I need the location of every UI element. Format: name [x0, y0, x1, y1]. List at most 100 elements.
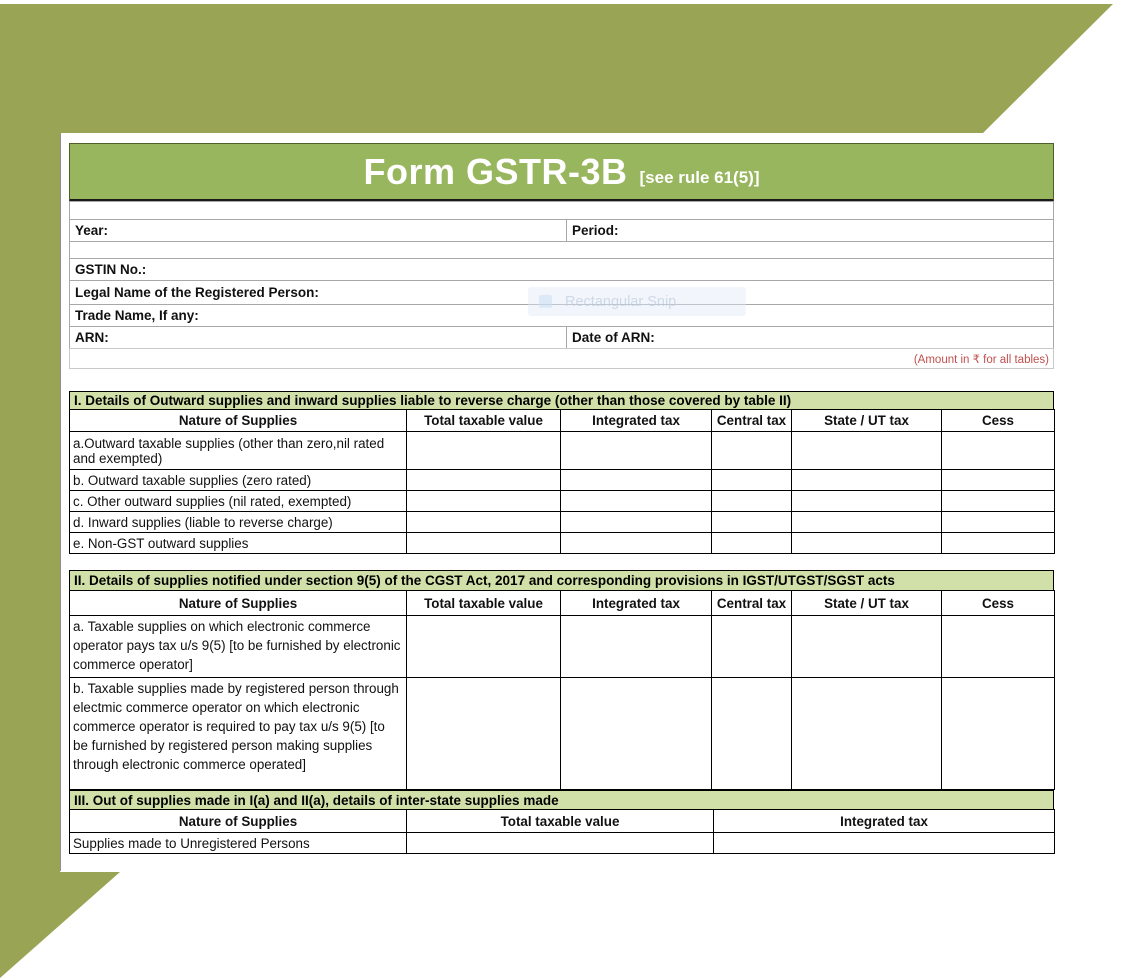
form-rule-reference: [see rule 61(5)]: [639, 167, 760, 187]
amount-note-row: (Amount in ₹ for all tables): [69, 348, 1054, 369]
spacer: [69, 554, 1054, 570]
value-cell: [941, 431, 1055, 470]
column-header: Integrated tax: [560, 590, 712, 616]
gstin-row: GSTIN No.:: [69, 258, 1054, 281]
spacer-row: [69, 201, 1054, 220]
row-label: b. Taxable supplies made by registered p…: [69, 677, 407, 790]
value-cell: [406, 677, 561, 790]
value-cell: [406, 490, 561, 512]
table-3-header-row: Nature of Supplies Total taxable value I…: [69, 809, 1055, 833]
column-header: Central tax: [711, 409, 792, 432]
trade-name-row: Trade Name, If any:: [69, 304, 1054, 327]
value-cell: [406, 511, 561, 533]
value-cell: [791, 677, 942, 790]
row-label: c. Other outward supplies (nil rated, ex…: [69, 490, 407, 512]
row-label: b. Outward taxable supplies (zero rated): [69, 469, 407, 491]
table-2-header-row: Nature of Supplies Total taxable value I…: [69, 590, 1055, 616]
section-2-header: II. Details of supplies notified under s…: [69, 570, 1054, 591]
value-cell: [791, 615, 942, 678]
arn-row: ARN: Date of ARN:: [69, 326, 1054, 349]
row-label: d. Inward supplies (liable to reverse ch…: [69, 511, 407, 533]
column-header: Total taxable value: [406, 590, 561, 616]
legal-name-label: Legal Name of the Registered Person:: [75, 285, 319, 300]
year-cell: Year:: [70, 220, 567, 241]
column-header: Central tax: [711, 590, 792, 616]
table-1-header-row: Nature of Supplies Total taxable value I…: [69, 409, 1055, 432]
table-row: c. Other outward supplies (nil rated, ex…: [69, 490, 1055, 512]
value-cell: [711, 431, 792, 470]
period-cell: Period:: [567, 220, 1053, 241]
column-header: Nature of Supplies: [69, 809, 407, 833]
column-header: Cess: [941, 409, 1055, 432]
table-2-section-9-5-supplies: Nature of Supplies Total taxable value I…: [69, 590, 1055, 790]
value-cell: [791, 469, 942, 491]
value-cell: [941, 490, 1055, 512]
date-of-arn-label: Date of ARN:: [572, 330, 655, 345]
section-3-header: III. Out of supplies made in I(a) and II…: [69, 790, 1054, 810]
row-label: e. Non-GST outward supplies: [69, 532, 407, 554]
value-cell: [791, 511, 942, 533]
column-header: State / UT tax: [791, 590, 942, 616]
value-cell: [406, 615, 561, 678]
row-label: Supplies made to Unregistered Persons: [69, 832, 407, 854]
table-row: d. Inward supplies (liable to reverse ch…: [69, 511, 1055, 533]
column-header: Nature of Supplies: [69, 590, 407, 616]
value-cell: [711, 490, 792, 512]
value-cell: [711, 677, 792, 790]
table-row: Supplies made to Unregistered Persons: [69, 832, 1055, 854]
form-title: Form GSTR-3B: [363, 150, 628, 192]
value-cell: [560, 532, 712, 554]
value-cell: [711, 615, 792, 678]
column-header: Nature of Supplies: [69, 409, 407, 432]
table-row: b. Taxable supplies made by registered p…: [69, 677, 1055, 790]
table-row: b. Outward taxable supplies (zero rated): [69, 469, 1055, 491]
value-cell: [711, 469, 792, 491]
value-cell: [406, 431, 561, 470]
value-cell: [713, 832, 1055, 854]
year-period-row: Year: Period:: [69, 219, 1054, 242]
value-cell: [560, 677, 712, 790]
table-3-interstate-supplies: Nature of Supplies Total taxable value I…: [69, 809, 1055, 854]
arn-cell: ARN:: [70, 327, 567, 348]
value-cell: [791, 431, 942, 470]
value-cell: [941, 511, 1055, 533]
value-cell: [560, 490, 712, 512]
table-row: a. Taxable supplies on which electronic …: [69, 615, 1055, 678]
gstin-label: GSTIN No.:: [75, 262, 147, 277]
period-label: Period:: [572, 223, 619, 238]
amount-note: (Amount in ₹ for all tables): [913, 353, 1049, 366]
table-1-outward-supplies: Nature of Supplies Total taxable value I…: [69, 409, 1055, 554]
row-label: a.Outward taxable supplies (other than z…: [69, 431, 407, 470]
value-cell: [941, 532, 1055, 554]
form-title-banner: Form GSTR-3B [see rule 61(5)]: [69, 143, 1054, 202]
value-cell: [791, 490, 942, 512]
value-cell: [406, 532, 561, 554]
trade-name-label: Trade Name, If any:: [75, 308, 199, 323]
column-header: Total taxable value: [406, 409, 561, 432]
column-header: Integrated tax: [713, 809, 1055, 833]
value-cell: [711, 532, 792, 554]
value-cell: [941, 677, 1055, 790]
value-cell: [791, 532, 942, 554]
value-cell: [941, 469, 1055, 491]
value-cell: [560, 469, 712, 491]
table-row: e. Non-GST outward supplies: [69, 532, 1055, 554]
value-cell: [560, 511, 712, 533]
arn-label: ARN:: [75, 330, 109, 345]
spacer-row: [69, 241, 1054, 259]
value-cell: [406, 832, 714, 854]
legal-name-row: Legal Name of the Registered Person:: [69, 280, 1054, 305]
value-cell: [560, 615, 712, 678]
value-cell: [941, 615, 1055, 678]
table-row: a.Outward taxable supplies (other than z…: [69, 431, 1055, 470]
year-label: Year:: [75, 223, 109, 238]
column-header: Integrated tax: [560, 409, 712, 432]
date-of-arn-cell: Date of ARN:: [567, 327, 1053, 348]
section-1-header: I. Details of Outward supplies and inwar…: [69, 391, 1054, 410]
form-info-grid: Year: Period: GSTIN No.: Legal Name of t…: [69, 201, 1054, 369]
column-header: State / UT tax: [791, 409, 942, 432]
row-label: a. Taxable supplies on which electronic …: [69, 615, 407, 678]
column-header: Total taxable value: [406, 809, 714, 833]
value-cell: [406, 469, 561, 491]
